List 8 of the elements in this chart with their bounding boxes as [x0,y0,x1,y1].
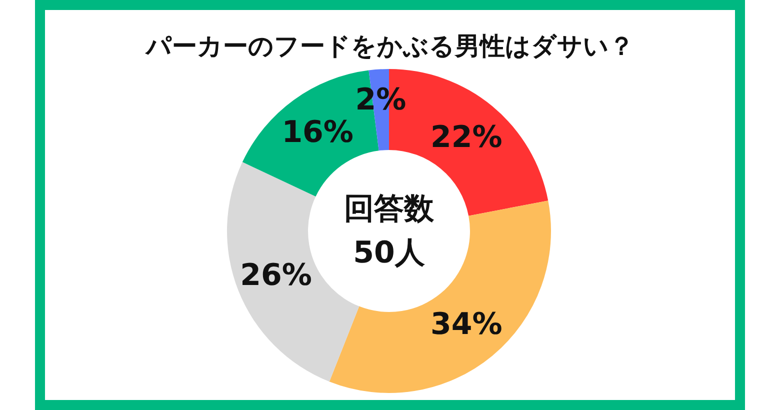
chart-title: パーカーのフードをかぶる男性はダサい？ [144,32,634,60]
data-label: 22% [430,120,502,155]
data-label: 34% [430,307,502,342]
text: 回答数 [344,192,435,226]
data-label: 2% [355,82,406,118]
text: 50人 [353,236,426,270]
data-label: 26% [240,258,312,294]
data-label: 16% [282,115,354,150]
